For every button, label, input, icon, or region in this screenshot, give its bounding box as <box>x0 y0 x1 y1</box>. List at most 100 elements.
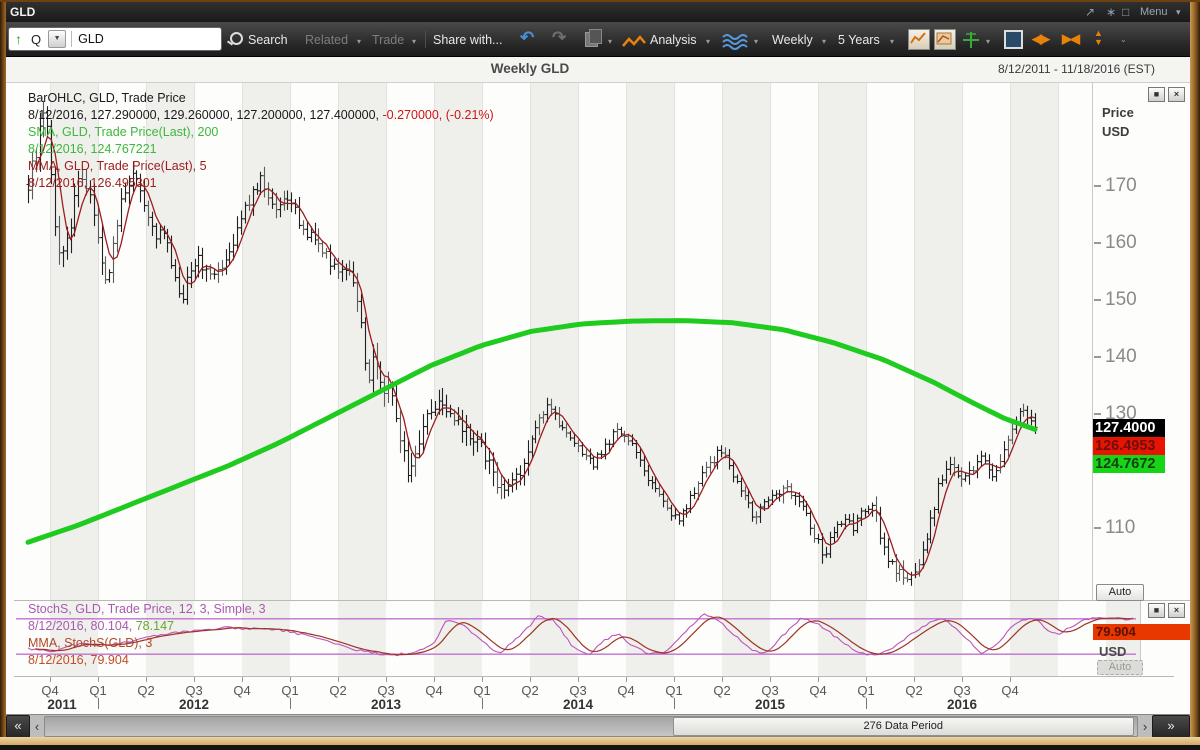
xaxis-tick <box>386 677 387 682</box>
xaxis-tick <box>914 677 915 682</box>
xaxis-tick <box>818 677 819 682</box>
xaxis-tick <box>626 677 627 682</box>
panel-close-icon[interactable]: × <box>1168 87 1185 102</box>
xaxis-tick <box>50 677 51 682</box>
stochastic-chart[interactable] <box>14 601 1140 676</box>
xaxis-quarter-label: Q3 <box>953 683 971 698</box>
panel-layout-icon[interactable] <box>1004 30 1023 49</box>
xaxis-tick <box>98 677 99 682</box>
range-menu[interactable]: 5 Years <box>838 33 880 47</box>
related-menu[interactable]: Related <box>305 33 349 47</box>
xaxis-year-tick <box>482 698 483 709</box>
xaxis-tick <box>770 677 771 682</box>
trade-menu[interactable]: Trade <box>372 33 405 47</box>
scrollbar-thumb[interactable]: 276 Data Period <box>672 717 1134 736</box>
chart-background <box>6 56 1190 714</box>
undo-icon[interactable]: ↶ <box>520 28 535 47</box>
more-tools-icon[interactable]: ⌄ <box>1120 35 1127 44</box>
scroll-left-button[interactable]: ‹ <box>34 719 40 734</box>
symbol-search-field[interactable]: ↑ Q ▼ GLD <box>8 27 222 51</box>
window-title: GLD <box>10 5 36 19</box>
panel-divider <box>14 600 1190 601</box>
price-axis-tick-label: 110 <box>1094 517 1135 539</box>
price-callout: 127.4000 <box>1093 419 1165 437</box>
stoch-value-callout: 79.904 <box>1093 624 1190 640</box>
chart-style-thumbnail-icon[interactable] <box>908 29 930 50</box>
waves-caret-icon: ▾ <box>754 37 759 46</box>
chart-title: Weekly GLD <box>490 61 570 76</box>
scrollbar-track[interactable]: 276 Data Period <box>44 716 1138 737</box>
expand-vertical-icon[interactable]: ▲ ▼ <box>1094 28 1103 47</box>
xaxis-tick <box>338 677 339 682</box>
price-callout: 126.4953 <box>1093 437 1165 455</box>
period-menu[interactable]: Weekly <box>772 33 813 47</box>
field-divider <box>71 31 73 47</box>
stoch-auto-scale-button[interactable]: Auto <box>1097 660 1143 675</box>
chart-date-range: 8/12/2011 - 11/18/2016 (EST) <box>998 62 1155 76</box>
share-with-button[interactable]: Share with... <box>433 33 503 47</box>
expand-horizontal-icon[interactable]: ◀▶ <box>1032 31 1050 46</box>
xaxis-year-tick <box>674 698 675 709</box>
xaxis-tick <box>962 677 963 682</box>
window-icon[interactable]: □ <box>1122 5 1130 19</box>
xaxis-tick <box>242 677 243 682</box>
price-auto-scale-button[interactable]: Auto <box>1096 584 1144 601</box>
window-frame-bottom-edge <box>0 745 1200 750</box>
analysis-menu[interactable]: Analysis <box>650 33 697 47</box>
stoch-restore-icon[interactable]: ■ <box>1148 603 1165 618</box>
scroll-far-left-button[interactable]: « <box>6 715 30 738</box>
menu-button[interactable]: Menu <box>1140 6 1168 18</box>
symbol-input[interactable]: GLD <box>78 32 104 46</box>
chart-header <box>6 56 1190 83</box>
xaxis-year-label: 2015 <box>754 697 786 712</box>
xaxis-year-tick <box>98 698 99 709</box>
related-caret-icon: ▾ <box>357 37 362 46</box>
price-axis-divider <box>1092 82 1093 600</box>
price-axis-title-line1: Price <box>1102 105 1134 120</box>
xaxis-year-label: 2012 <box>178 697 210 712</box>
symbol-type-dropdown-icon[interactable]: ▼ <box>48 30 67 48</box>
popout-icon[interactable]: ↗ <box>1085 5 1096 19</box>
price-callout: 124.7672 <box>1093 455 1165 473</box>
panel-restore-icon[interactable]: ■ <box>1148 87 1165 102</box>
xaxis-quarter-label: Q1 <box>281 683 299 698</box>
xaxis-tick <box>866 677 867 682</box>
main-price-chart[interactable] <box>14 83 1092 600</box>
period-caret-icon: ▾ <box>822 37 827 46</box>
settings-icon[interactable]: ∗ <box>1106 5 1117 19</box>
stoch-axis-currency: USD <box>1099 644 1127 659</box>
pages-caret-icon[interactable]: ▾ <box>608 37 613 46</box>
xaxis-quarter-label: Q3 <box>377 683 395 698</box>
xaxis-tick <box>530 677 531 682</box>
symbol-type-label: Q <box>31 31 42 47</box>
horizontal-scrollbar[interactable]: « ‹ 276 Data Period › » <box>6 714 1190 738</box>
xaxis-quarter-label: Q4 <box>1001 683 1019 698</box>
symbol-up-arrow-icon: ↑ <box>15 31 22 47</box>
stoch-close-icon[interactable]: × <box>1168 603 1185 618</box>
xaxis-quarter-label: Q2 <box>905 683 923 698</box>
price-axis-tick-label: 150 <box>1094 289 1137 311</box>
analysis-zigzag-icon <box>622 35 646 47</box>
chart-layout-thumbnail-icon[interactable] <box>934 29 956 50</box>
xaxis-quarter-label: Q2 <box>713 683 731 698</box>
redo-icon[interactable]: ↷ <box>552 28 567 47</box>
xaxis-quarter-label: Q1 <box>473 683 491 698</box>
xaxis-tick <box>578 677 579 682</box>
toolbar: ↑ Q ▼ GLD Search Related ▾ Trade ▾ Share… <box>0 22 1200 57</box>
collapse-horizontal-icon[interactable]: ▶◀ <box>1062 31 1080 46</box>
xaxis-quarter-label: Q1 <box>857 683 875 698</box>
xaxis-quarter-label: Q3 <box>569 683 587 698</box>
xaxis-quarter-label: Q3 <box>185 683 203 698</box>
scroll-right-button[interactable]: › <box>1142 719 1148 734</box>
waves-icon[interactable] <box>722 33 748 51</box>
search-button[interactable]: Search <box>248 33 288 47</box>
scroll-far-right-button[interactable]: » <box>1152 715 1190 738</box>
crosshair-icon[interactable] <box>962 31 980 49</box>
xaxis-quarter-label: Q2 <box>521 683 539 698</box>
xaxis-year-label: 2011 <box>47 697 77 712</box>
stoch-panel-window-buttons: ■ × <box>1148 603 1185 618</box>
time-axis: Q4 Q1 Q2 Q3 Q4 Q1 Q2 Q3 Q4 Q1 Q2 Q3 Q4 Q1 Q2 Q3 Q4 Q1 Q2 Q3… <box>14 677 1174 713</box>
copy-pages-icon[interactable] <box>585 29 602 47</box>
price-axis-title: Price USD <box>1102 103 1134 141</box>
